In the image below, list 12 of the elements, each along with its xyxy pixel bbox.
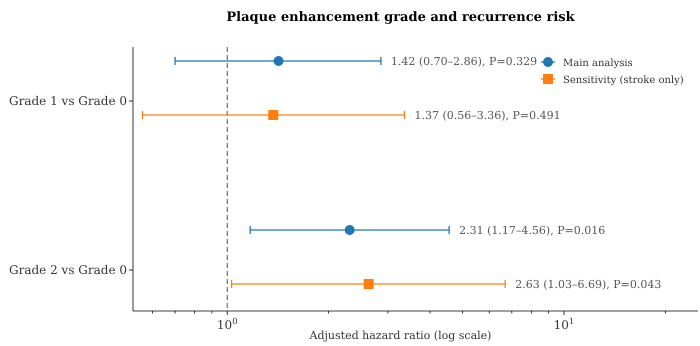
chart-title: Plaque enhancement grade and recurrence risk: [226, 10, 576, 25]
x-tick-label: 10$^{1}$: [554, 316, 574, 332]
x-tick-label: 10$^{0}$: [216, 316, 238, 332]
x-axis-title: Adjusted hazard ratio (log scale): [308, 329, 492, 342]
annotation: 2.63 (1.03–6.69), P=0.043: [515, 278, 662, 291]
legend-label: Main analysis: [563, 58, 633, 69]
annotation: 1.42 (0.70–2.86), P=0.329: [390, 55, 538, 68]
y-tick-label: Grade 2 vs Grade 0: [9, 263, 127, 277]
annotation: 1.37 (0.56–3.36), P=0.491: [414, 109, 561, 122]
annotation: 2.31 (1.17–4.56), P=0.016: [459, 224, 606, 237]
y-tick-label: Grade 1 vs Grade 0: [9, 94, 127, 108]
legend-label: Sensitivity (stroke only): [563, 75, 684, 86]
